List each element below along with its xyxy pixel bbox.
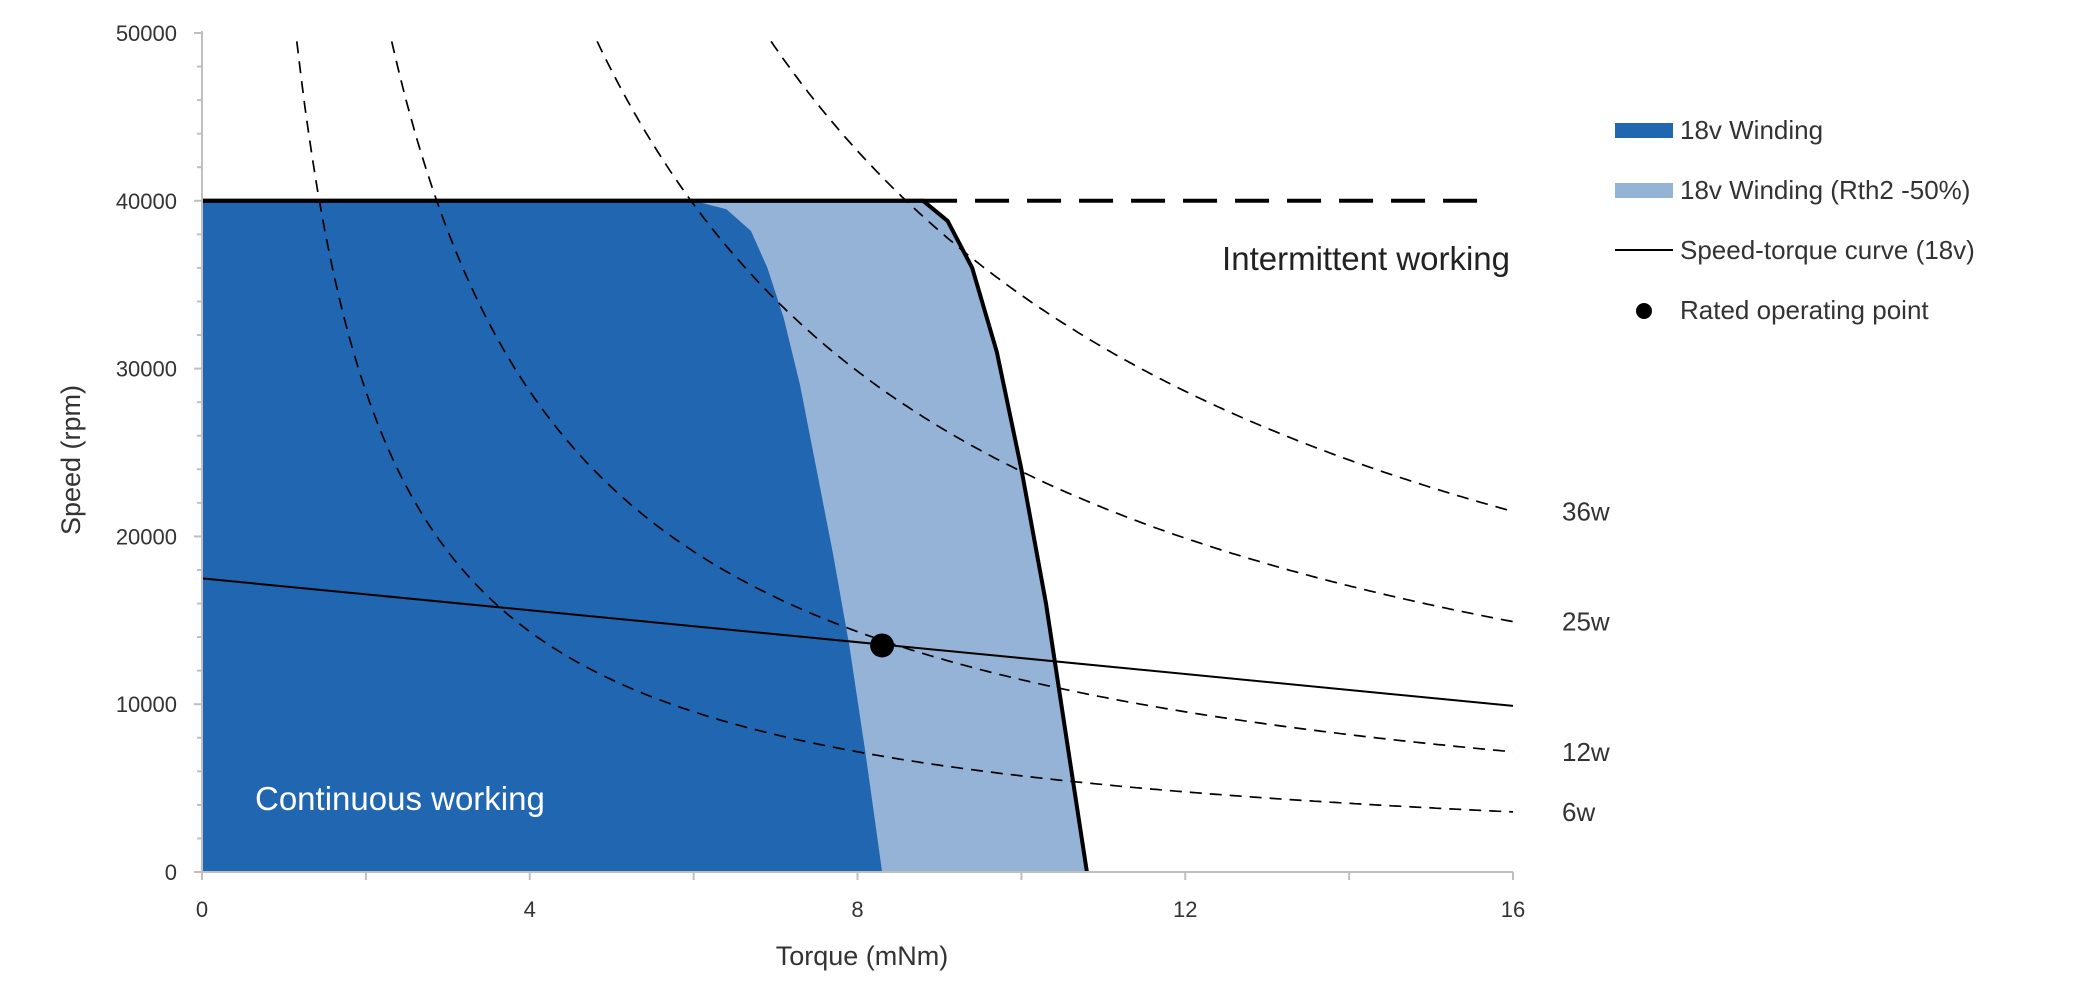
continuous-working-label: Continuous working [255, 780, 545, 817]
intermittent-working-label: Intermittent working [1222, 240, 1510, 277]
iso-power-curve-6w [295, 41, 1513, 813]
iso-power-label-25w: 25w [1562, 607, 1610, 637]
line-layer [201, 198, 1514, 873]
x-axis-title: Torque (mNm) [776, 941, 949, 971]
area-18v-winding [202, 200, 883, 873]
legend: 18v Winding 18v Winding (Rth2 -50%) Spee… [1615, 115, 1975, 325]
y-tick-label: 10000 [116, 692, 177, 717]
iso-power-label-6w: 6w [1562, 797, 1595, 827]
y-tick-label: 20000 [116, 524, 177, 549]
legend-swatch-18v-winding [1615, 123, 1673, 138]
iso-power-label-12w: 12w [1562, 737, 1610, 767]
rated-operating-point [870, 633, 895, 658]
iso-power-label-36w: 36w [1562, 497, 1610, 527]
x-tick-label: 0 [196, 897, 208, 922]
y-tick-label: 50000 [116, 21, 177, 46]
area-layer [202, 200, 1087, 873]
y-tick-label: 40000 [116, 189, 177, 214]
legend-label-rated-point: Rated operating point [1680, 295, 1929, 325]
x-tick-label: 4 [524, 897, 536, 922]
iso-power-curve-36w [770, 40, 1513, 513]
legend-label-speed-torque: Speed-torque curve (18v) [1680, 235, 1975, 265]
legend-swatch-rated-point [1636, 303, 1652, 319]
legend-label-18v-winding: 18v Winding [1680, 115, 1823, 145]
rth2-boundary-curve [202, 198, 1089, 873]
y-tick-label: 30000 [116, 357, 177, 382]
iso-power-layer: 6w 12w 25w 36w [295, 40, 1610, 827]
axes: 0 10000 20000 30000 40000 50000 0 4 8 12 16 [116, 21, 1525, 922]
y-tick-label: 0 [165, 860, 177, 885]
speed-torque-curve [201, 577, 1514, 707]
x-tick-label: 8 [851, 897, 863, 922]
x-tick-label: 12 [1173, 897, 1197, 922]
legend-label-18v-winding-rth2: 18v Winding (Rth2 -50%) [1680, 175, 1970, 205]
iso-power-curve-12w [390, 41, 1513, 753]
legend-swatch-18v-winding-rth2 [1615, 183, 1673, 198]
y-axis-title: Speed (rpm) [56, 385, 86, 535]
x-tick-label: 16 [1501, 897, 1525, 922]
